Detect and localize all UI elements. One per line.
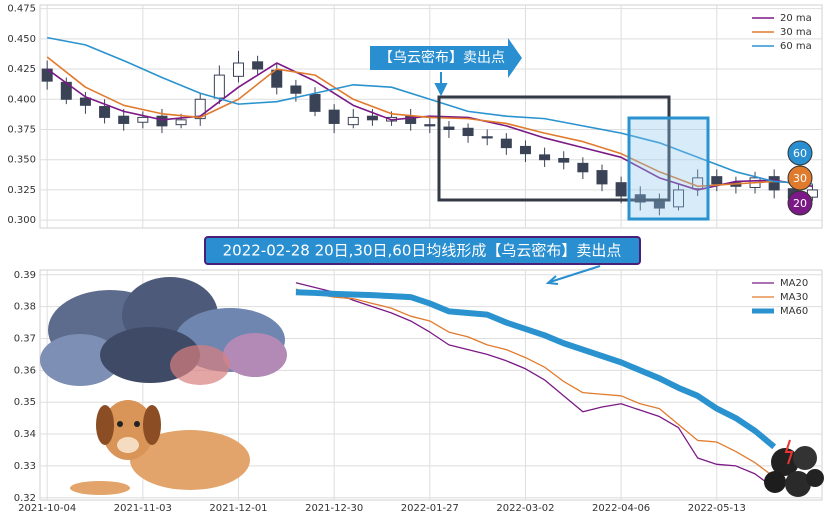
candle-body (194, 98, 206, 120)
candle-body (118, 115, 130, 124)
candle-body (328, 109, 340, 124)
candle-body (232, 62, 244, 77)
line (295, 288, 775, 478)
y-tick-label: 0.32 (14, 493, 36, 504)
y-tick-label: 0.35 (14, 397, 36, 408)
candle-body (481, 136, 493, 139)
y-tick-label: 0.450 (7, 34, 36, 45)
candle-body (99, 106, 111, 118)
y-tick-label: 0.375 (7, 124, 36, 135)
badge (787, 165, 813, 191)
badges: 60 30 20 (787, 140, 813, 216)
legend-label: MA60 (780, 306, 808, 317)
legend-label: MA20 (780, 278, 808, 289)
candle-body (692, 177, 704, 190)
candle-body (443, 126, 455, 130)
line (46, 62, 813, 191)
candle-body (539, 154, 551, 161)
candle-body (309, 93, 321, 112)
y-tick-label: 0.300 (7, 215, 36, 226)
storm-cloud-illustration (764, 439, 824, 497)
y-tick-label: 0.325 (7, 185, 36, 196)
x-tick-label: 2021-12-01 (209, 503, 267, 514)
badge-label: 60 (793, 147, 807, 160)
candle-body (673, 189, 685, 208)
x-tick-label: 2022-05-13 (688, 503, 746, 514)
dog-illustration (70, 400, 250, 495)
badge (787, 140, 813, 166)
y-tick-label: 0.39 (14, 270, 36, 281)
banner-title: 2022-02-28 20日,30日,60日均线形成【乌云密布】卖出点 (223, 242, 622, 260)
x-tick-label: 2022-03-02 (496, 503, 554, 514)
line (46, 56, 813, 188)
candle-body (175, 119, 187, 126)
cloud-illustration (40, 277, 287, 386)
y-tick-label: 0.33 (14, 461, 36, 472)
x-tick-label: 2022-01-27 (401, 503, 459, 514)
legend-label: 60 ma (780, 41, 812, 52)
line (295, 282, 775, 489)
highlight-box (437, 95, 671, 202)
candle-body (252, 61, 264, 70)
candle-body (768, 176, 780, 191)
y-tick-label: 0.425 (7, 64, 36, 75)
candle-body (156, 115, 168, 127)
candle-body (500, 138, 512, 149)
y-tick-label: 0.37 (14, 333, 36, 344)
banner (204, 236, 641, 265)
signal-label: 【乌云密布】卖出点 (379, 49, 505, 66)
candle-body (290, 85, 302, 94)
candle-body (213, 74, 225, 99)
candle-body (462, 127, 474, 137)
banner-pointer (545, 265, 601, 285)
candle-body (137, 116, 149, 123)
candle-body (519, 145, 531, 155)
candle-body (558, 158, 570, 163)
line (295, 289, 777, 450)
badge-label: 20 (793, 197, 807, 210)
signal-pointer (434, 72, 448, 97)
signal-box (627, 116, 710, 221)
candle-body (711, 176, 723, 185)
candle-body (424, 124, 436, 127)
legend-label: 20 ma (780, 13, 812, 24)
candle-body (366, 115, 378, 121)
x-tick-label: 2021-11-03 (114, 503, 172, 514)
x-tick-label: 2021-12-30 (305, 503, 363, 514)
candle-body (347, 116, 359, 126)
y-tick-label: 0.34 (14, 429, 36, 440)
y-tick-label: 0.475 (7, 4, 36, 15)
signal-arrow (370, 38, 522, 78)
candle-body (79, 97, 91, 106)
candle-body (596, 170, 608, 185)
candle-body (615, 182, 627, 197)
y-tick-label: 0.38 (14, 302, 36, 313)
legend-label: MA30 (780, 292, 808, 303)
x-tick-label: 2022-04-06 (592, 503, 650, 514)
candle-body (634, 194, 646, 203)
badge-label: 30 (793, 172, 807, 185)
candle-body (271, 69, 283, 88)
badge (787, 190, 813, 216)
legend-label: 30 ma (780, 27, 812, 38)
y-tick-label: 0.36 (14, 365, 36, 376)
candle-body (577, 162, 589, 173)
x-tick-label: 2021-10-04 (18, 503, 76, 514)
line (47, 36, 813, 185)
y-tick-label: 0.400 (7, 94, 36, 105)
y-tick-label: 0.350 (7, 155, 36, 166)
